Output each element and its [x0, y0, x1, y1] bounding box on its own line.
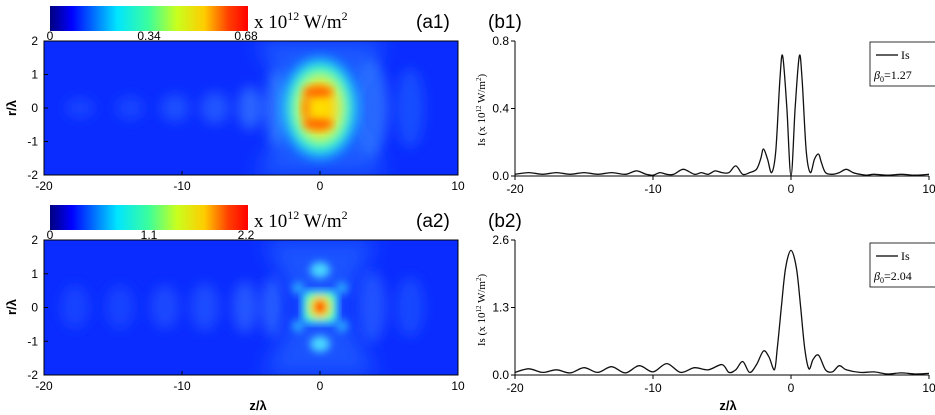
line-chart-b2-xtick-2: 0: [788, 381, 795, 395]
line-chart-b2-legend-box: [869, 242, 935, 288]
line-chart-b2-legend-label: Is: [901, 249, 910, 263]
heatmap-a2-xtick-3: 10: [451, 379, 465, 393]
heatmap-a1-ytick-2: 0: [31, 101, 38, 115]
a2-ylabel: r/λ: [4, 298, 19, 315]
heatmap-a2-xtick-2: 0: [317, 379, 324, 393]
line-chart-b1-ytick-2: 0.8: [492, 34, 509, 48]
line-chart-b2-ylabel: Is (x 1012 W/m2): [475, 274, 488, 347]
heatmap-a1-xtick-2: 0: [317, 179, 324, 193]
heatmap-a2-ripples: [61, 271, 424, 343]
heatmap-a1-peaks: [302, 86, 333, 130]
b-xlabel: z/λ: [719, 398, 737, 413]
heatmap-a2-ytick-0: 2: [31, 233, 38, 247]
line-chart-b2-legend: Is β0=2.04: [869, 242, 935, 288]
line-chart-b2-legend-param: β0=2.04: [873, 269, 912, 285]
line-chart-b1-xtick-1: -10: [644, 182, 662, 196]
line-chart-b1-ytick-1: 0.4: [492, 102, 509, 116]
line-chart-b1-legend-label: Is: [901, 48, 910, 62]
line-chart-b1: Is (x 1012 W/m2) -20 -10 0 10 0.0 0.4 0.8 Is β…: [475, 34, 935, 196]
heatmap-a2-ytick-3: -1: [27, 334, 38, 348]
colorbar-a2-gradient: [50, 205, 248, 230]
a1-ylabel: r/λ: [4, 99, 19, 116]
heatmap-a1-ripples: [66, 58, 424, 158]
panel-label-a2: (a2): [416, 211, 450, 232]
colorbar-a2: 0 1.1 2.2 x 1012 W/m2: [47, 205, 348, 242]
colorbar-a1-gradient: [50, 6, 248, 31]
colorbar-a1-tick-mid: 0.34: [137, 29, 161, 43]
colorbar-a1-tick-max: 0.68: [234, 29, 258, 43]
colorbar-a2-tick-mid: 1.1: [141, 228, 158, 242]
heatmap-a2-ytick-2: 0: [31, 301, 38, 315]
line-chart-b2-ytick-2: 2.6: [492, 233, 509, 247]
line-chart-b1-xtick-2: 0: [788, 182, 795, 196]
line-chart-b2-xtick-0: -20: [506, 381, 524, 395]
heatmap-a1-ytick-0: 2: [31, 34, 38, 48]
heatmap-a2-xtick-0: -20: [35, 379, 53, 393]
heatmap-a2-focus: [302, 290, 338, 324]
heatmap-a2-ytick-4: -2: [27, 368, 38, 382]
line-chart-b1-axes: -20 -10 0 10 0.0 0.4 0.8: [492, 34, 935, 196]
line-chart-b1-series-Is: [514, 54, 930, 177]
panel-label-a1: (a1): [416, 12, 450, 33]
line-chart-b1-xtick-3: 10: [922, 182, 935, 196]
line-chart-b2-xtick-3: 10: [922, 381, 935, 395]
line-chart-b2-ytick-1: 1.3: [492, 301, 509, 315]
heatmap-a1-ytick-3: -1: [27, 135, 38, 149]
line-chart-b1-legend-box: [869, 41, 935, 87]
a-xlabel: z/λ: [249, 398, 267, 413]
colorbar-a2-tick-max: 2.2: [238, 228, 255, 242]
colorbar-a1-unit: x 1012 W/m2: [254, 9, 348, 33]
panel-label-b1: (b1): [488, 12, 522, 33]
line-chart-b2-xtick-1: -10: [644, 381, 662, 395]
line-chart-b1-legend: Is β0=1.27: [869, 41, 935, 87]
heatmap-a1-ytick-1: 1: [31, 68, 38, 82]
line-chart-b2-axes: -20 -10 0 10 0.0 1.3 2.6: [492, 233, 935, 395]
line-chart-b1-ylabel: Is (x 1012 W/m2): [475, 74, 488, 147]
heatmap-a1-ytick-4: -2: [27, 168, 38, 182]
line-chart-b2: Is (x 1012 W/m2) -20 -10 0 10 0.0 1.3 2.6 Is β…: [475, 233, 935, 395]
heatmap-a2-xtick-1: -10: [173, 379, 191, 393]
line-chart-b2-series-Is: [514, 249, 930, 375]
heatmap-a1-xtick-3: 10: [451, 179, 465, 193]
line-chart-b1-ytick-0: 0.0: [492, 169, 509, 183]
line-chart-b1-xtick-0: -20: [506, 182, 524, 196]
colorbar-a2-unit: x 1012 W/m2: [254, 208, 348, 232]
heatmap-a2-ytick-1: 1: [31, 267, 38, 281]
line-chart-b2-ytick-0: 0.0: [492, 368, 509, 382]
line-chart-b1-legend-param: β0=1.27: [873, 68, 912, 84]
colorbar-a1-tick-0: 0: [47, 29, 54, 43]
colorbar-a1: 0 0.34 0.68 x 1012 W/m2: [47, 6, 348, 43]
colorbar-a2-tick-0: 0: [47, 228, 54, 242]
heatmap-a2-lobes: [292, 262, 348, 352]
heatmap-a1-xtick-0: -20: [35, 179, 53, 193]
heatmap-a1-xtick-1: -10: [173, 179, 191, 193]
panel-label-b2: (b2): [488, 211, 522, 232]
